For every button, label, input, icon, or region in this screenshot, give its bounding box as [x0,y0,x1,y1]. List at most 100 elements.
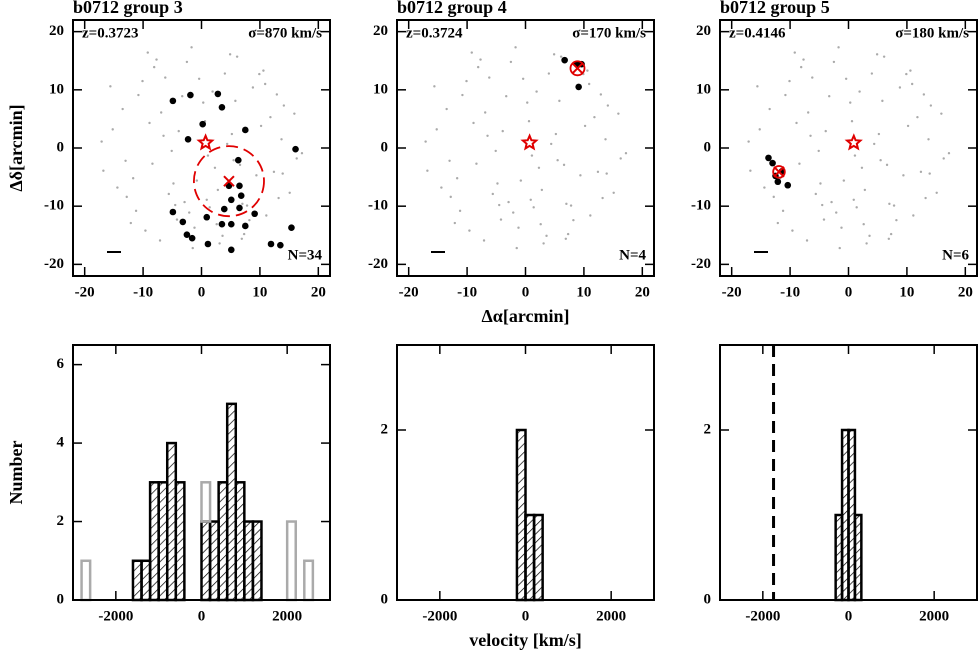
field-galaxy [483,111,487,114]
field-galaxy [552,53,556,56]
cluster-center [844,133,863,151]
field-galaxy [830,200,833,204]
field-galaxy [248,218,251,222]
x-tick-label: 20 [311,284,326,300]
member-galaxy [769,159,776,167]
field-galaxy [882,55,886,58]
histogram-bar [853,513,863,602]
field-galaxy [617,112,620,115]
field-galaxy [476,65,480,69]
histogram-bar [80,559,92,602]
y-tick-label: 6 [57,356,65,372]
field-galaxy [910,82,914,86]
field-galaxy [947,152,951,155]
panel-title: b0712 group 5 [720,0,830,17]
field-galaxy [875,53,879,56]
field-galaxy [213,166,217,169]
field-galaxy [817,149,820,153]
field-galaxy [772,195,775,199]
field-galaxy [167,192,170,196]
y-tick-label: -20 [691,256,711,272]
field-galaxy [929,104,933,107]
field-galaxy [174,203,177,207]
field-galaxy [177,129,180,133]
field-galaxy [102,169,105,172]
x-tick-label: -20 [399,284,419,300]
field-galaxy [572,218,575,222]
redshift: z=0.3724 [406,25,463,41]
field-galaxy [205,198,208,201]
field-galaxy [924,196,927,200]
field-galaxy [805,239,809,242]
x-tick-label: 0 [198,608,206,624]
field-galaxy [916,115,919,119]
member-galaxy [765,154,772,162]
histogram-bar [148,481,160,602]
field-galaxy [188,211,191,214]
member-galaxy [188,234,196,242]
field-galaxy [593,115,596,119]
field-galaxy [784,93,787,97]
field-galaxy [486,134,489,137]
member-galaxy [184,135,192,143]
field-galaxy [881,99,884,103]
field-galaxy [221,234,224,238]
field-galaxy [586,69,589,72]
field-galaxy [218,242,221,245]
field-galaxy [496,182,499,185]
field-galaxy [837,46,840,49]
field-galaxy [940,112,943,115]
field-galaxy [505,95,508,98]
field-galaxy [554,132,558,136]
member-count: N=4 [619,247,646,263]
x-tick-label: -10 [457,284,477,300]
field-galaxy [148,121,151,125]
field-galaxy [100,140,103,143]
field-galaxy [565,202,568,206]
y-tick-label: 10 [373,81,388,97]
field-galaxy [195,179,199,182]
histogram-panel: -2000 0 2000 0 2 [704,344,978,624]
field-galaxy [281,172,284,175]
field-galaxy [619,157,622,160]
histogram-bar [165,441,178,602]
field-galaxy [793,51,796,54]
y-tick-label: 0 [57,139,65,155]
field-galaxy [838,246,841,250]
field-galaxy [919,170,923,174]
redshift: z=0.4146 [729,25,786,41]
field-galaxy [892,204,896,207]
field-galaxy [146,51,149,54]
field-galaxy [458,209,462,213]
field-galaxy [170,149,173,153]
member-galaxy [214,90,222,98]
field-galaxy [885,163,889,167]
field-galaxy [255,174,258,177]
field-galaxy [860,166,864,169]
x-tick-label: -20 [75,284,95,300]
field-galaxy [295,157,298,160]
field-galaxy [942,157,945,160]
field-galaxy [181,95,184,98]
y-axis-label: Number [6,440,26,504]
y-tick-label: 0 [704,591,712,607]
x-tick-label: -10 [780,284,800,300]
field-galaxy [277,196,280,200]
field-galaxy [559,55,563,58]
histogram-bar [532,513,544,602]
field-galaxy [887,237,891,240]
histogram-bar [515,428,527,602]
field-galaxy [905,72,908,76]
field-galaxy [435,128,438,131]
field-galaxy [791,229,794,232]
field-galaxy [109,85,112,88]
field-galaxy [589,214,592,217]
group-radius [772,165,786,179]
field-galaxy [293,112,296,115]
field-galaxy [282,104,286,107]
field-galaxy [806,111,810,114]
field-galaxy [507,200,510,204]
y-tick-label: 2 [381,421,389,437]
plot-frame [719,19,978,277]
field-galaxy [756,85,759,88]
